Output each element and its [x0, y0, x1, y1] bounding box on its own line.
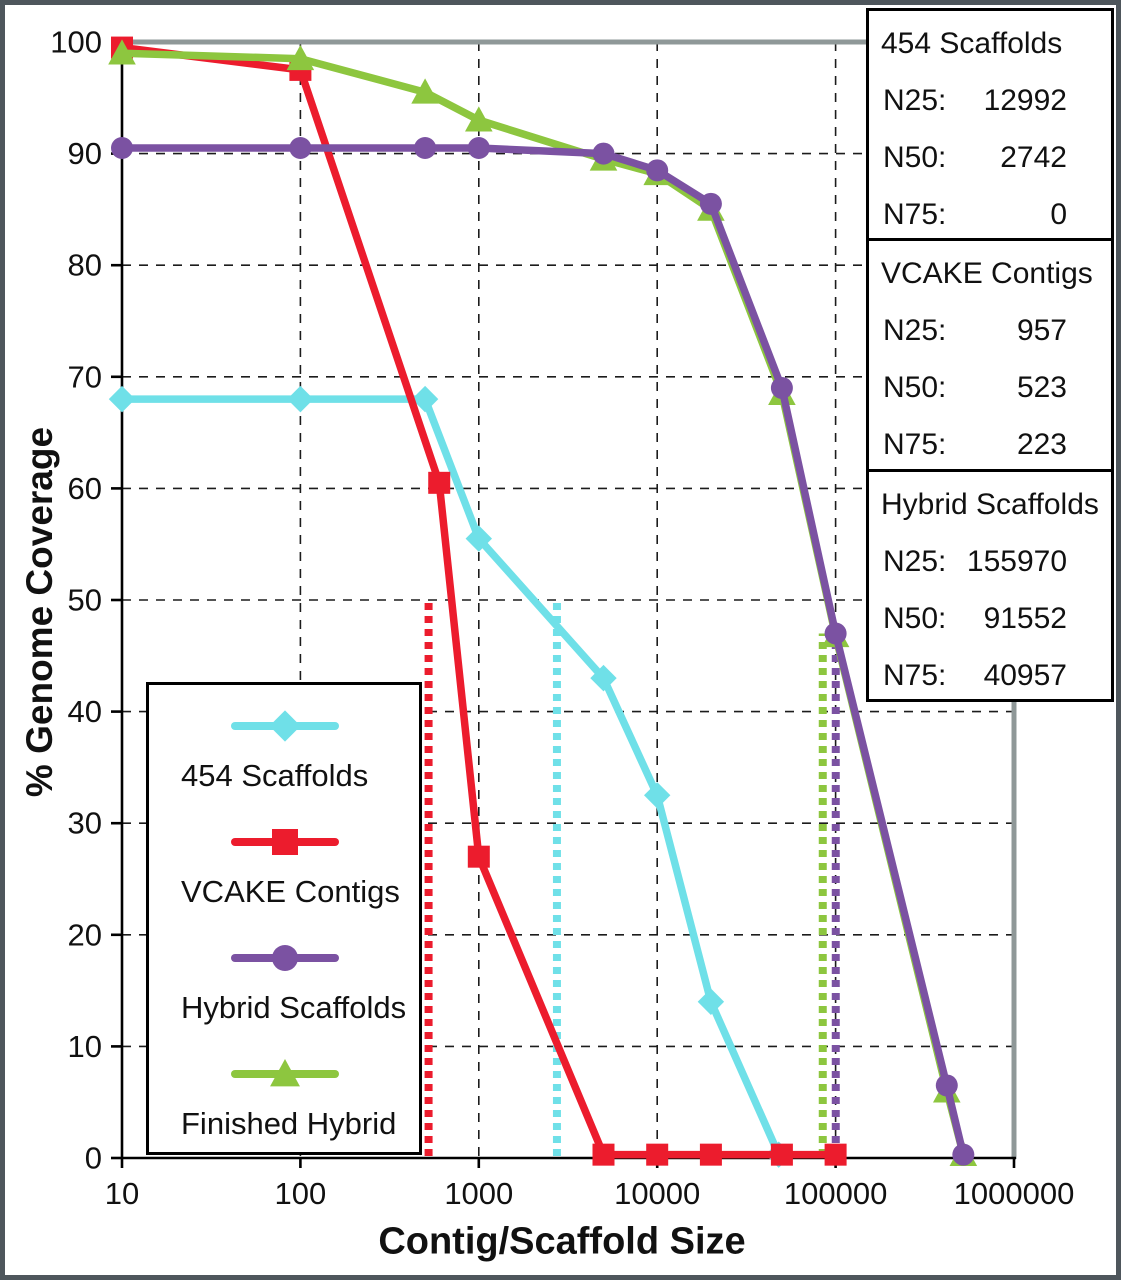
- y-tick-label: 10: [68, 1029, 102, 1064]
- y-tick-label: 50: [68, 583, 102, 618]
- axes: [111, 40, 1016, 1168]
- stat-value: 223: [1016, 428, 1067, 462]
- stat-value: 523: [1016, 371, 1067, 405]
- stats-row: N25: 155970: [869, 545, 1111, 579]
- y-tick-label: 70: [68, 359, 102, 394]
- stat-label: N25:: [883, 544, 947, 578]
- stats-row: N75: 40957: [869, 659, 1111, 693]
- stat-label: N75:: [883, 428, 947, 462]
- stats-section-title: 454 Scaffolds: [881, 27, 1063, 60]
- y-tick-label: 80: [68, 248, 102, 283]
- stats-section-vcake-contigs: VCAKE Contigs N25: 957 N50: 523 N75: 223: [869, 238, 1111, 468]
- y-tick-label: 20: [68, 917, 102, 952]
- stat-label: N25:: [883, 84, 947, 117]
- stat-value: 40957: [983, 658, 1067, 692]
- stats-row: N75: 0: [869, 198, 1111, 232]
- stat-label: N75:: [883, 658, 947, 692]
- y-axis-title: % Genome Coverage: [19, 426, 60, 798]
- stats-section-title: Hybrid Scaffolds: [881, 487, 1099, 521]
- y-tick-label: 40: [68, 694, 102, 729]
- stat-value: 2742: [1000, 141, 1067, 174]
- diamond-marker-icon: [229, 707, 419, 750]
- stat-value: 12992: [983, 84, 1067, 117]
- stat-label: N50:: [883, 371, 947, 405]
- series-hybrid-scaffolds: [111, 137, 975, 1166]
- stats-row: N25: 12992: [869, 84, 1111, 118]
- stats-row: N50: 2742: [869, 141, 1111, 175]
- x-tick-label: 10: [105, 1176, 139, 1211]
- square-marker-icon: [229, 823, 419, 866]
- legend-label: Finished Hybrid: [181, 1106, 397, 1141]
- x-tick-label: 1000: [444, 1176, 513, 1211]
- legend-label: Hybrid Scaffolds: [181, 990, 407, 1025]
- legend-item-vcake-contigs: VCAKE Contigs: [149, 823, 419, 910]
- x-tick-label: 100: [275, 1176, 327, 1211]
- triangle-marker-icon: [229, 1055, 419, 1098]
- stat-label: N75:: [883, 198, 947, 231]
- stats-section-454-scaffolds: 454 Scaffolds N25: 12992 N50: 2742 N75: …: [869, 11, 1111, 238]
- stat-value: 155970: [966, 544, 1067, 578]
- x-axis-title: Contig/Scaffold Size: [378, 1220, 746, 1263]
- stats-row: N25: 957: [869, 314, 1111, 348]
- y-tick-label: 60: [68, 471, 102, 506]
- stats-row: N50: 523: [869, 371, 1111, 405]
- legend-item-hybrid-scaffolds: Hybrid Scaffolds: [149, 939, 419, 1026]
- x-tick-label: 100000: [784, 1176, 887, 1211]
- n50-guide-lines: [424, 600, 840, 1156]
- y-tick-label: 90: [68, 136, 102, 171]
- legend-item-finished-hybrid: Finished Hybrid: [149, 1055, 419, 1142]
- legend: 454 Scaffolds VCAKE Contigs Hybrid Scaff…: [146, 682, 422, 1155]
- stats-section-hybrid-scaffolds: Hybrid Scaffolds N25: 155970 N50: 91552 …: [869, 468, 1111, 699]
- y-tick-label: 0: [85, 1141, 102, 1176]
- x-tick-label: 10000: [614, 1176, 700, 1211]
- legend-item-454-scaffolds: 454 Scaffolds: [149, 707, 419, 794]
- stat-value: 0: [1050, 198, 1067, 231]
- stat-value: 91552: [983, 601, 1067, 635]
- series-vcake-contigs: [111, 36, 847, 1166]
- x-tick-label: 1000000: [954, 1176, 1075, 1211]
- legend-label: VCAKE Contigs: [181, 874, 400, 909]
- y-tick-label: 100: [50, 25, 102, 60]
- y-tick-label: 30: [68, 806, 102, 841]
- stats-section-title: VCAKE Contigs: [881, 257, 1093, 291]
- stats-row: N75: 223: [869, 428, 1111, 462]
- legend-label: 454 Scaffolds: [181, 758, 369, 793]
- stats-row: N50: 91552: [869, 602, 1111, 636]
- circle-marker-icon: [229, 939, 419, 982]
- stat-label: N50:: [883, 601, 947, 635]
- stat-value: 957: [1016, 314, 1067, 348]
- stat-label: N50:: [883, 141, 947, 174]
- stat-label: N25:: [883, 314, 947, 348]
- stats-panel: 454 Scaffolds N25: 12992 N50: 2742 N75: …: [866, 8, 1114, 702]
